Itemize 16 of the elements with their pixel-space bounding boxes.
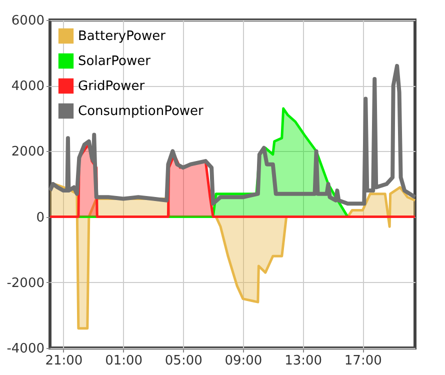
y-tick-label: 2000 <box>11 144 44 160</box>
legend-label: BatteryPower <box>78 29 166 44</box>
y-tick-label: 0 <box>36 210 44 226</box>
y-tick-label: 6000 <box>11 14 44 28</box>
legend-label: GridPower <box>78 79 146 94</box>
y-tick-label: 4000 <box>11 79 44 94</box>
x-tick-label: 21:00 <box>45 354 83 368</box>
x-tick-label: 13:00 <box>284 354 322 368</box>
x-tick-label: 09:00 <box>224 354 262 368</box>
legend-label: SolarPower <box>78 54 152 69</box>
x-tick-label: 05:00 <box>164 354 202 368</box>
y-tick-label: -2000 <box>6 276 44 291</box>
legend-label: ConsumptionPower <box>78 104 204 119</box>
x-tick-label: 17:00 <box>344 354 382 368</box>
x-tick-label: 01:00 <box>105 354 143 368</box>
y-tick-label: -4000 <box>6 342 44 356</box>
